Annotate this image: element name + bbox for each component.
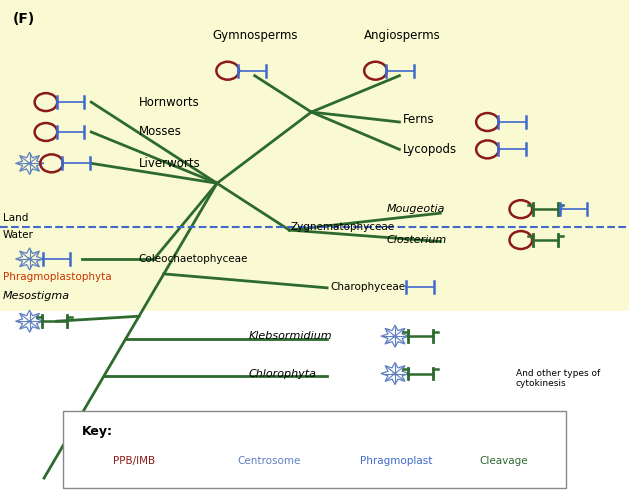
Text: Key:: Key: <box>82 425 113 438</box>
Text: Coleochaetophyceae: Coleochaetophyceae <box>138 254 248 264</box>
Text: Gymnosperms: Gymnosperms <box>212 29 298 42</box>
Text: Hornworts: Hornworts <box>138 96 199 109</box>
Text: eg: eg <box>26 319 33 324</box>
Text: Angiosperms: Angiosperms <box>364 29 441 42</box>
Text: Mosses: Mosses <box>138 125 181 138</box>
Text: /: / <box>559 202 564 216</box>
Text: Water: Water <box>3 230 34 240</box>
Text: Land: Land <box>3 213 28 223</box>
Text: Klebsormidium: Klebsormidium <box>248 331 332 341</box>
Text: Zygnematophyceae: Zygnematophyceae <box>291 222 395 232</box>
Text: Lycopods: Lycopods <box>403 143 457 156</box>
Text: eg: eg <box>220 458 226 463</box>
Text: Chlorophyta: Chlorophyta <box>248 369 316 378</box>
Text: Cleavage: Cleavage <box>479 456 528 466</box>
Text: Charophyceae: Charophyceae <box>330 282 405 292</box>
Text: Liverworts: Liverworts <box>138 157 200 170</box>
Text: Phragmoplastophyta: Phragmoplastophyta <box>3 272 112 282</box>
FancyBboxPatch shape <box>63 411 566 488</box>
Text: Mougeotia: Mougeotia <box>387 204 445 214</box>
Text: Ferns: Ferns <box>403 113 434 126</box>
Text: Mesostigma: Mesostigma <box>3 291 70 301</box>
Text: PPB/IMB: PPB/IMB <box>113 456 155 466</box>
Text: eg: eg <box>392 371 398 376</box>
Text: And other types of
cytokinesis: And other types of cytokinesis <box>516 369 600 388</box>
Text: eg: eg <box>392 334 398 339</box>
FancyBboxPatch shape <box>0 0 629 311</box>
Text: (F): (F) <box>13 12 35 26</box>
Text: eg: eg <box>26 256 33 261</box>
Text: Phragmoplast: Phragmoplast <box>360 456 432 466</box>
Text: eg: eg <box>26 161 33 166</box>
Text: Centrosome: Centrosome <box>238 456 301 466</box>
Text: Closterium: Closterium <box>387 235 447 245</box>
